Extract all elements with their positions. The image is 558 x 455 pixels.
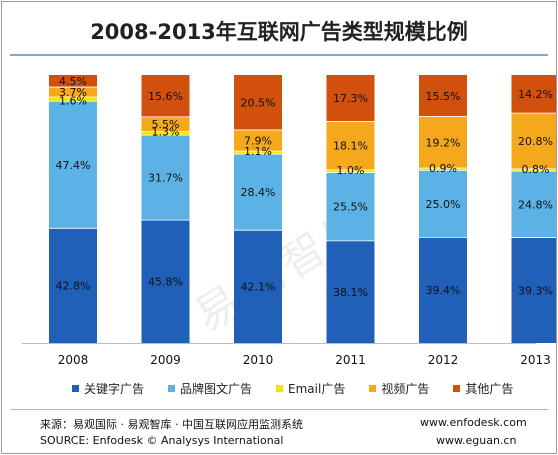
- bar-segment-2012-3: [419, 116, 467, 168]
- legend-item-2: Email广告: [276, 380, 345, 397]
- bar-segment-2012-0: [419, 237, 467, 343]
- data-label-2013-1: 24.8%: [518, 198, 553, 211]
- data-label-2009-1: 31.7%: [148, 172, 183, 185]
- footer-divider: [10, 409, 548, 410]
- data-label-2009-4: 15.6%: [148, 90, 183, 103]
- bar-segment-2008-1: [49, 101, 97, 229]
- x-tick-label-2013: 2013: [520, 353, 551, 367]
- source-cn: 来源：易观国际 · 易观智库 · 中国互联网应用监测系统: [40, 418, 303, 431]
- bar-segment-2009-3: [141, 116, 190, 132]
- data-label-2011-0: 38.1%: [333, 286, 368, 299]
- bar-segment-2009-0: [141, 220, 190, 343]
- data-label-2012-1: 25.0%: [426, 198, 461, 211]
- data-label-2013-3: 20.8%: [518, 135, 553, 148]
- bar-segment-2010-1: [234, 154, 282, 231]
- bar-segment-2010-2: [234, 151, 282, 155]
- legend-item-0: 关键字广告: [72, 380, 144, 397]
- data-label-2008-0: 42.8%: [56, 280, 91, 293]
- data-label-2009-0: 45.8%: [148, 276, 183, 289]
- legend-label: Email广告: [288, 381, 346, 396]
- data-label-2008-1: 47.4%: [56, 159, 91, 172]
- bar-segment-2010-3: [234, 129, 282, 152]
- data-label-2013-0: 39.3%: [518, 284, 553, 297]
- legend-label: 视频广告: [381, 381, 430, 396]
- bar-segment-2008-2: [49, 96, 97, 102]
- bar-segment-2009-1: [141, 135, 190, 221]
- bar-segment-2013-3: [511, 113, 556, 169]
- legend-swatch: [72, 384, 79, 392]
- legend-item-1: 品牌图文广告: [168, 380, 252, 397]
- x-tick-label-2008: 2008: [58, 353, 89, 367]
- bar-segment-2009-2: [141, 131, 190, 136]
- data-label-2012-3: 19.2%: [426, 136, 461, 149]
- legend-label: 其他广告: [465, 381, 514, 396]
- legend-swatch: [453, 384, 461, 392]
- bar-segment-2013-2: [511, 168, 556, 172]
- url-enfodesk: www.enfodesk.com: [420, 416, 527, 429]
- url-eguan: www.eguan.cn: [436, 434, 517, 447]
- bar-segment-2008-3: [49, 87, 97, 97]
- x-tick-label-2010: 2010: [243, 353, 274, 367]
- data-label-2013-2: 0.8%: [522, 163, 550, 176]
- bar-segment-2011-2: [326, 169, 375, 173]
- chart-title: 2008-2013年互联网广告类型规模比例: [90, 20, 468, 44]
- legend-label: 关键字广告: [84, 381, 145, 396]
- bar-segment-2013-0: [511, 237, 556, 343]
- legend-item-3: 视频广告: [369, 380, 429, 397]
- bar-segment-2011-3: [326, 121, 375, 170]
- data-label-2008-4: 4.5%: [59, 75, 87, 88]
- bar-segment-2010-0: [234, 230, 282, 343]
- data-label-2008-2: 1.6%: [59, 94, 87, 107]
- data-label-2010-1: 28.4%: [241, 186, 276, 199]
- data-label-2012-4: 15.5%: [426, 90, 461, 103]
- bar-segment-2013-4: [511, 75, 556, 114]
- legend-swatch: [276, 384, 284, 392]
- legend-swatch: [369, 384, 377, 392]
- data-label-2011-4: 17.3%: [333, 92, 368, 105]
- data-label-2008-3: 3.7%: [59, 86, 87, 99]
- x-tick-label-2009: 2009: [150, 353, 181, 367]
- bar-segment-2011-1: [326, 172, 375, 241]
- bar-segment-2008-0: [49, 228, 97, 343]
- data-label-2010-3: 7.9%: [244, 135, 272, 148]
- stacked-bar-chart: 42.8% 47.4% 1.6%3.7%4.5% 2008 45.8% 31.7% 1.3%…: [22, 75, 556, 367]
- data-label-2011-1: 25.5%: [333, 201, 368, 214]
- data-label-2009-3: 5.5%: [152, 118, 180, 131]
- data-label-2010-0: 42.1%: [241, 281, 276, 294]
- data-label-2012-2: 0.9%: [429, 162, 457, 175]
- bar-segment-2011-4: [326, 75, 375, 122]
- bar-segment-2012-2: [419, 167, 467, 171]
- x-tick-label-2012: 2012: [428, 353, 459, 367]
- legend-item-4: 其他广告: [453, 380, 513, 397]
- data-label-2009-2: 1.3%: [152, 126, 180, 139]
- bar-segment-2013-1: [511, 171, 556, 238]
- bar-segment-2012-4: [419, 75, 467, 117]
- data-label-2013-4: 14.2%: [518, 88, 553, 101]
- data-label-2010-4: 20.5%: [241, 96, 276, 109]
- title-divider: [10, 54, 548, 56]
- bar-segment-2008-4: [49, 75, 97, 88]
- bar-segment-2010-4: [234, 75, 282, 130]
- data-label-2011-3: 18.1%: [333, 140, 368, 153]
- bar-segment-2012-1: [419, 170, 467, 238]
- legend-swatch: [168, 384, 176, 392]
- bar-segment-2011-0: [326, 240, 375, 343]
- bar-segment-2009-4: [141, 75, 190, 117]
- source-en: SOURCE: Enfodesk © Analysys Internationa…: [40, 434, 284, 447]
- chart-legend: 关键字广告 品牌图文广告 Email广告 视频广告 其他广告: [72, 378, 537, 398]
- data-label-2011-2: 1.0%: [337, 164, 365, 177]
- x-tick-label-2011: 2011: [335, 353, 366, 367]
- legend-label: 品牌图文广告: [180, 381, 253, 396]
- data-label-2010-2: 1.1%: [244, 145, 272, 158]
- data-label-2012-0: 39.4%: [426, 284, 461, 297]
